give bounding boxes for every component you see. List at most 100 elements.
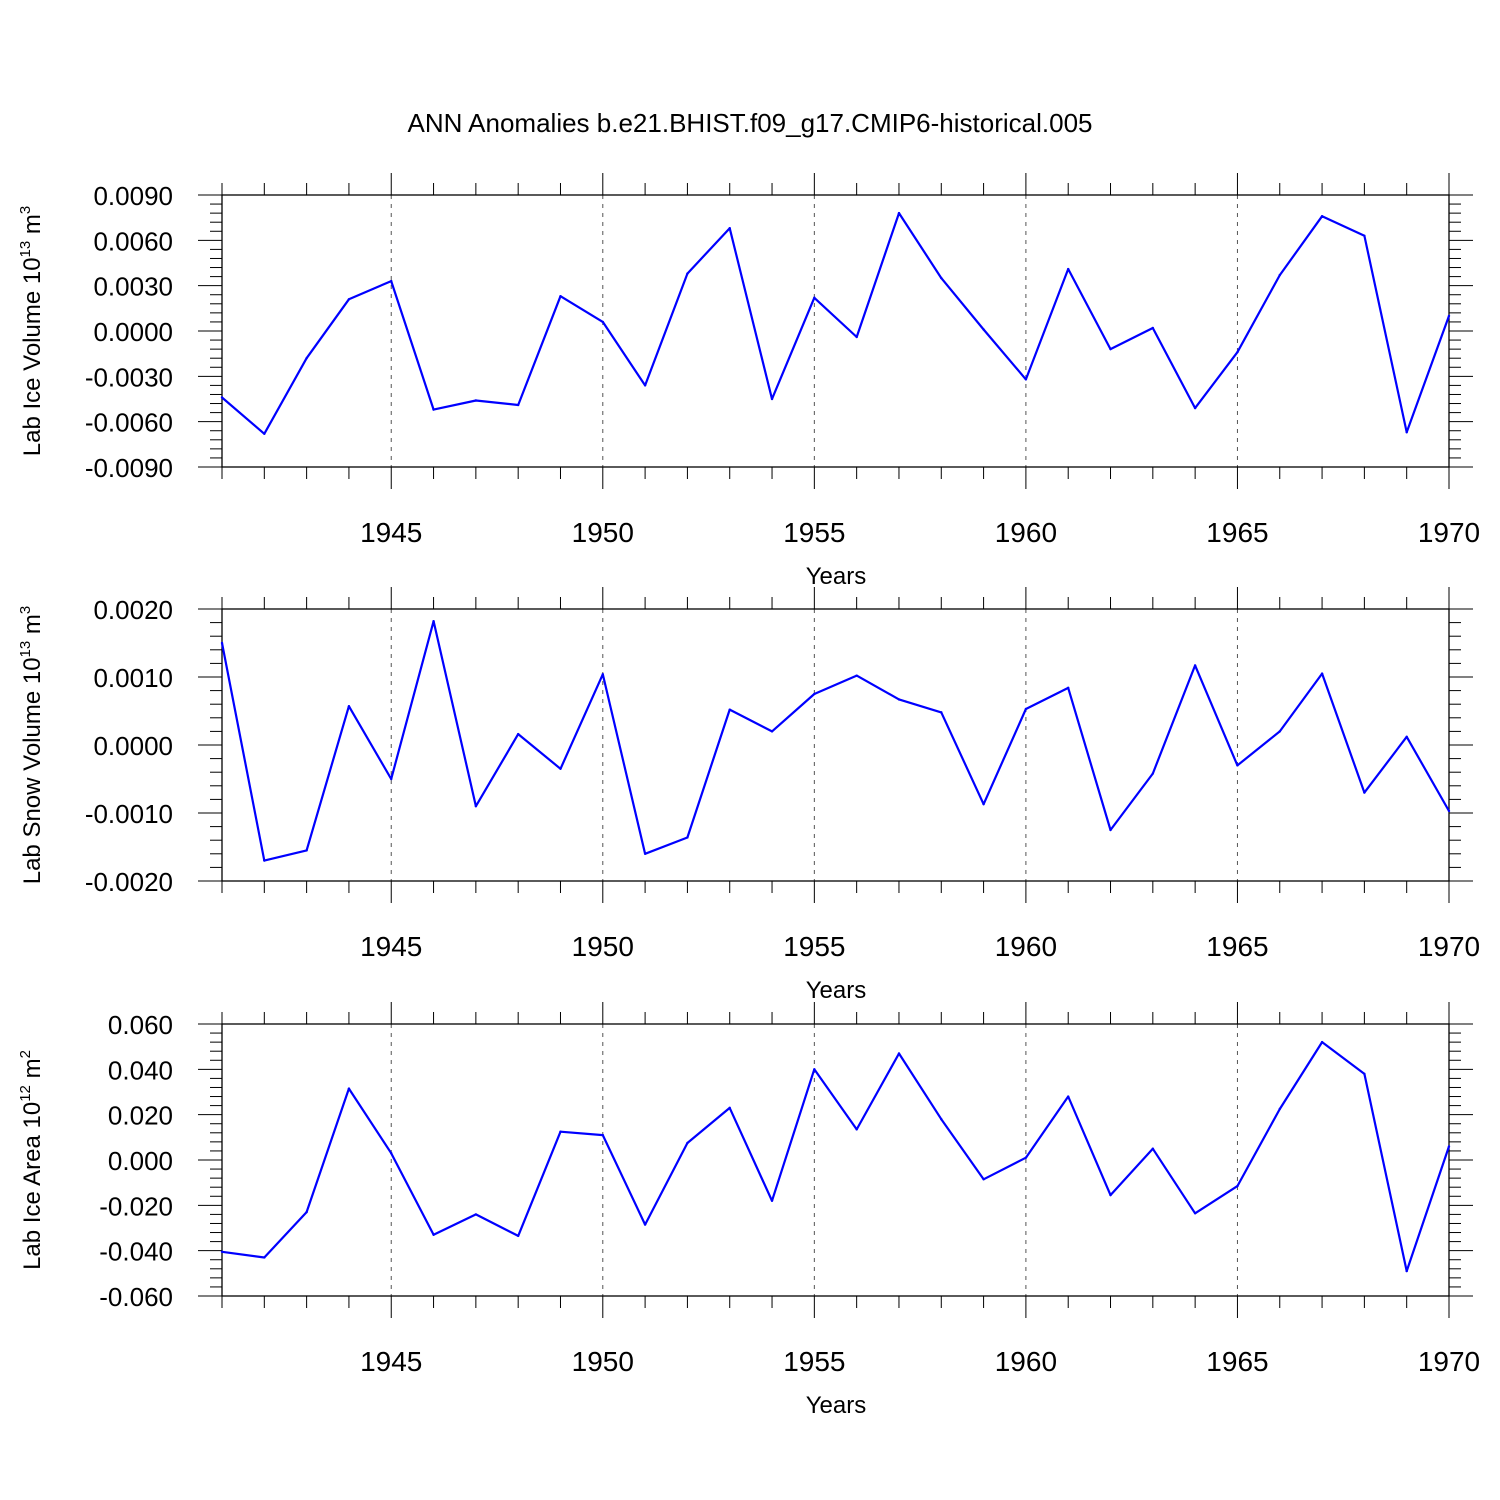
- data-point: [1024, 707, 1028, 711]
- data-point: [770, 730, 774, 733]
- figure-title: ANN Anomalies b.e21.BHIST.f09_g17.CMIP6-…: [407, 108, 1092, 138]
- data-point: [347, 705, 351, 708]
- y-tick-label: 0.000: [108, 1146, 173, 1176]
- data-point: [1109, 1193, 1112, 1197]
- y-tick-label: -0.0030: [85, 362, 173, 392]
- x-tick-label: 1945: [360, 1346, 422, 1377]
- data-point: [1405, 735, 1408, 739]
- data-point: [1067, 686, 1070, 690]
- data-point: [1405, 1269, 1408, 1273]
- x-tick-label: 1970: [1418, 1346, 1480, 1377]
- y-tick-label: 0.0060: [93, 226, 173, 256]
- data-point: [1151, 772, 1155, 775]
- x-tick-label: 1965: [1206, 931, 1268, 962]
- data-point: [1236, 350, 1239, 354]
- y-tick-label: 0.0030: [93, 272, 173, 302]
- y-tick-label: -0.060: [99, 1282, 173, 1312]
- data-point: [982, 1178, 985, 1181]
- data-point: [1278, 273, 1281, 277]
- data-point: [1447, 314, 1451, 318]
- y-tick-label: 0.040: [108, 1055, 173, 1085]
- data-point: [516, 732, 520, 736]
- x-tick-label: 1955: [783, 931, 845, 962]
- y-tick-label: -0.0020: [85, 867, 173, 897]
- data-point: [220, 641, 224, 645]
- data-point: [305, 1210, 308, 1214]
- data-point: [432, 1233, 435, 1237]
- data-point: [263, 859, 266, 862]
- x-tick-label: 1960: [995, 517, 1057, 548]
- x-tick-label: 1945: [360, 931, 422, 962]
- data-point: [1236, 1184, 1239, 1188]
- data-point: [1405, 431, 1408, 434]
- data-point: [220, 396, 224, 399]
- x-tick-label: 1965: [1206, 1346, 1268, 1377]
- data-point: [1109, 347, 1112, 351]
- data-point: [474, 1213, 478, 1216]
- data-point: [390, 1152, 393, 1155]
- y-tick-label: -0.020: [99, 1191, 173, 1221]
- x-axis-title: Years: [806, 1392, 867, 1419]
- data-point: [770, 1199, 774, 1203]
- series-line: [221, 212, 1451, 435]
- data-point: [305, 357, 308, 360]
- x-tick-label: 1950: [572, 517, 634, 548]
- data-point: [1320, 214, 1324, 218]
- data-point: [1363, 1072, 1366, 1076]
- data-point: [855, 1128, 858, 1131]
- data-point: [728, 227, 731, 230]
- x-tick-label: 1955: [783, 1346, 845, 1377]
- data-point: [813, 296, 816, 299]
- panel-3: -0.060 -0.040 -0.020 0.000 0.020 0.040 0.060 19…: [17, 1002, 1480, 1419]
- y-tick-label: -0.0090: [85, 453, 173, 483]
- data-point: [728, 708, 731, 711]
- data-point: [1363, 791, 1366, 794]
- data-point: [516, 1234, 520, 1238]
- y-axis-title: Lab Snow Volume 1013 m3: [17, 606, 46, 885]
- data-point: [940, 276, 943, 280]
- x-tick-label: 1960: [995, 1346, 1057, 1377]
- data-point: [559, 295, 562, 298]
- data-point: [1067, 267, 1070, 271]
- data-point: [770, 397, 774, 401]
- y-tick-label: 0.0000: [93, 317, 173, 347]
- y-tick-label: 0.0090: [93, 181, 173, 211]
- data-point: [1151, 1147, 1155, 1150]
- data-point: [1193, 406, 1197, 410]
- data-point: [686, 1141, 689, 1145]
- y-tick-label: -0.040: [99, 1237, 173, 1267]
- panel-2: -0.0020 -0.0010 0.0000 0.0010 0.0020 1945 1950…: [17, 587, 1480, 1004]
- data-point: [982, 802, 985, 806]
- data-point: [1236, 764, 1239, 767]
- data-point: [559, 767, 562, 770]
- data-point: [1447, 809, 1451, 813]
- data-point: [390, 279, 393, 283]
- x-axis-title: Years: [806, 977, 867, 1004]
- data-point: [1193, 664, 1197, 667]
- data-point: [390, 777, 393, 781]
- data-point: [643, 1223, 647, 1226]
- y-tick-label: -0.0010: [85, 799, 173, 829]
- data-point: [1067, 1095, 1070, 1098]
- data-point: [643, 852, 647, 855]
- data-point: [728, 1106, 731, 1110]
- data-point: [559, 1130, 562, 1133]
- y-tick-label: 0.0010: [93, 663, 173, 693]
- x-tick-label: 1945: [360, 517, 422, 548]
- data-point: [1193, 1212, 1197, 1215]
- y-axis-title: Lab Ice Volume 1013 m3: [17, 206, 46, 457]
- data-point: [1320, 672, 1324, 675]
- y-tick-label: 0.060: [108, 1010, 173, 1040]
- x-tick-label: 1955: [783, 517, 845, 548]
- data-point: [1151, 326, 1155, 330]
- x-tick-label: 1970: [1418, 517, 1480, 548]
- x-tick-label: 1950: [572, 931, 634, 962]
- data-point: [1278, 730, 1281, 733]
- data-point: [601, 320, 604, 324]
- data-point: [263, 1256, 266, 1259]
- data-point: [897, 698, 901, 701]
- data-point: [897, 211, 901, 215]
- data-point: [347, 298, 351, 301]
- data-point: [220, 1250, 224, 1254]
